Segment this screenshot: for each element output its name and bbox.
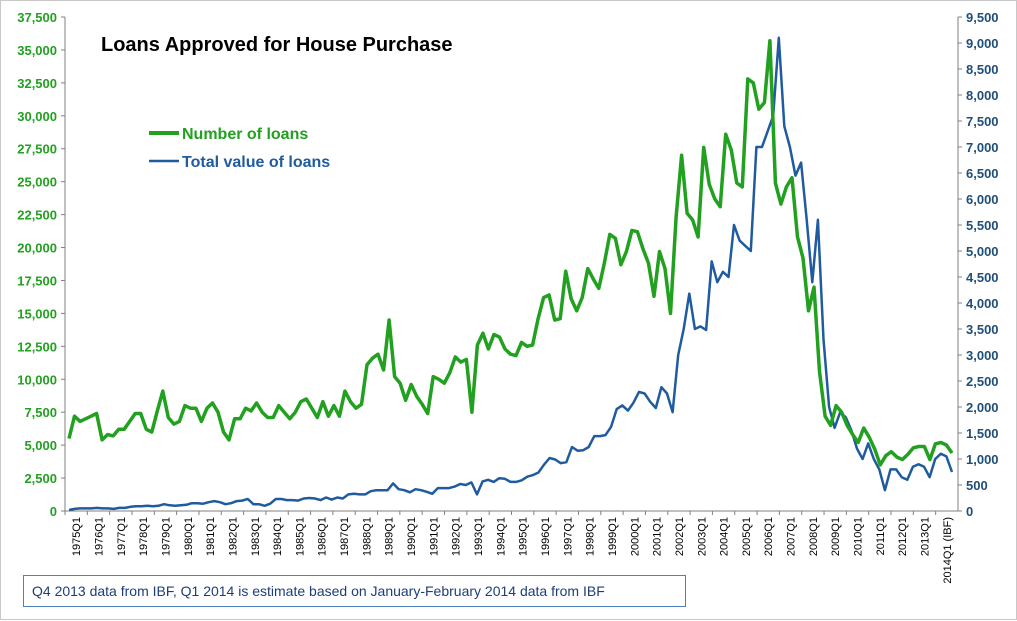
left-tick-label: 22,500 [17, 208, 57, 223]
left-tick-label: 5,000 [24, 438, 57, 453]
x-tick-label: 1981Q1 [205, 517, 217, 556]
right-tick-label: 9,000 [966, 36, 999, 51]
left-tick-label: 37,500 [17, 10, 57, 25]
x-tick-label: 1985Q1 [294, 517, 306, 556]
left-tick-label: 2,500 [24, 471, 57, 486]
right-tick-label: 1,000 [966, 452, 999, 467]
x-tick-label: 1987Q1 [339, 517, 351, 556]
right-tick-label: 0 [966, 504, 973, 519]
x-tick-label: 1977Q1 [116, 517, 128, 556]
right-tick-label: 500 [966, 478, 988, 493]
left-tick-label: 15,000 [17, 306, 57, 321]
left-tick-label: 12,500 [17, 339, 57, 354]
x-tick-label: 2011Q1 [875, 517, 887, 555]
x-tick-label: 1979Q1 [160, 517, 172, 556]
chart-title: Loans Approved for House Purchase [101, 34, 453, 56]
left-tick-label: 27,500 [17, 142, 57, 157]
x-tick-label: 1992Q1 [451, 517, 463, 556]
left-tick-label: 35,000 [17, 43, 57, 58]
right-tick-label: 7,000 [966, 140, 999, 155]
left-tick-label: 17,500 [17, 273, 57, 288]
footnote-box: Q4 2013 data from IBF, Q1 2014 is estima… [23, 575, 686, 607]
x-tick-label: 2003Q1 [696, 517, 708, 556]
right-tick-label: 9,500 [966, 10, 999, 25]
left-tick-label: 30,000 [17, 109, 57, 124]
right-tick-label: 2,500 [966, 374, 999, 389]
x-tick-label: 2007Q1 [786, 517, 798, 556]
x-tick-label: 1983Q1 [250, 517, 262, 556]
series-lines [67, 36, 954, 512]
right-tick-label: 6,500 [966, 166, 999, 181]
right-tick-label: 2,000 [966, 400, 999, 415]
x-tick-label: 2010Q1 [853, 517, 865, 556]
x-tick-label: 2005Q1 [741, 517, 753, 556]
x-axis: 1975Q1 1976Q1 1977Q1 1978Q1 1979Q1 1980Q1 1981… [64, 511, 954, 584]
x-tick-label: 2001Q1 [652, 517, 664, 556]
right-tick-label: 8,000 [966, 88, 999, 103]
legend-label-number-of-loans: Number of loans [182, 126, 308, 143]
x-tick-label: 1988Q1 [361, 517, 373, 556]
left-tick-label: 0 [50, 504, 57, 519]
x-tick-label: 1998Q1 [585, 517, 597, 556]
x-tick-label: 1984Q1 [272, 517, 284, 556]
left-tick-label: 32,500 [17, 76, 57, 91]
x-tick-label: 1976Q1 [93, 517, 105, 556]
legend: Number of loans Total value of loans [149, 126, 330, 171]
series-line-number-of-loans [67, 38, 954, 467]
x-tick-label: 2014Q1 (IBF) [942, 517, 954, 584]
x-tick-label: 2008Q1 [808, 517, 820, 556]
x-tick-label: 1990Q1 [406, 517, 418, 556]
x-tick-label: 1982Q1 [227, 517, 239, 556]
left-tick-label: 25,000 [17, 175, 57, 190]
x-tick-label: 1978Q1 [138, 517, 150, 556]
x-tick-label: 2012Q1 [897, 517, 909, 556]
legend-label-total-value-of-loans: Total value of loans [182, 154, 330, 171]
x-tick-label: 1995Q1 [518, 517, 530, 556]
x-tick-label: 1980Q1 [183, 517, 195, 556]
x-tick-label: 2000Q1 [629, 517, 641, 556]
right-tick-label: 3,000 [966, 348, 999, 363]
right-tick-label: 8,500 [966, 62, 999, 77]
right-axis: 0 500 1,000 1,500 2,000 2,500 3,000 3,500 4,000 4… [957, 10, 999, 519]
x-tick-label: 2002Q1 [674, 517, 686, 556]
x-tick-label: 1996Q1 [540, 517, 552, 556]
right-tick-label: 4,000 [966, 296, 999, 311]
x-tick-label: 2006Q1 [763, 517, 775, 556]
left-axis: 0 2,500 5,000 7,500 10,000 12,500 15,000 17,500… [17, 10, 66, 519]
x-tick-label: 1994Q1 [495, 517, 507, 556]
right-tick-label: 5,000 [966, 244, 999, 259]
left-tick-label: 10,000 [17, 372, 57, 387]
x-tick-label: 2004Q1 [719, 517, 731, 556]
x-tick-label: 2013Q1 [920, 517, 932, 556]
x-tick-label: 2009Q1 [830, 517, 842, 556]
x-tick-label: 1975Q1 [71, 517, 83, 556]
x-tick-label: 1989Q1 [384, 517, 396, 556]
x-tick-label: 1999Q1 [607, 517, 619, 556]
right-tick-label: 1,500 [966, 426, 999, 441]
x-tick-label: 1997Q1 [562, 517, 574, 556]
right-tick-label: 5,500 [966, 218, 999, 233]
series-line-total-value-of-loans [68, 36, 954, 512]
right-tick-label: 6,000 [966, 192, 999, 207]
left-tick-label: 20,000 [17, 241, 57, 256]
x-tick-label: 1993Q1 [473, 517, 485, 556]
x-tick-label: 1986Q1 [317, 517, 329, 556]
right-tick-label: 3,500 [966, 322, 999, 337]
right-tick-label: 4,500 [966, 270, 999, 285]
right-tick-label: 7,500 [966, 114, 999, 129]
left-tick-label: 7,500 [24, 405, 57, 420]
x-tick-label: 1991Q1 [428, 517, 440, 556]
